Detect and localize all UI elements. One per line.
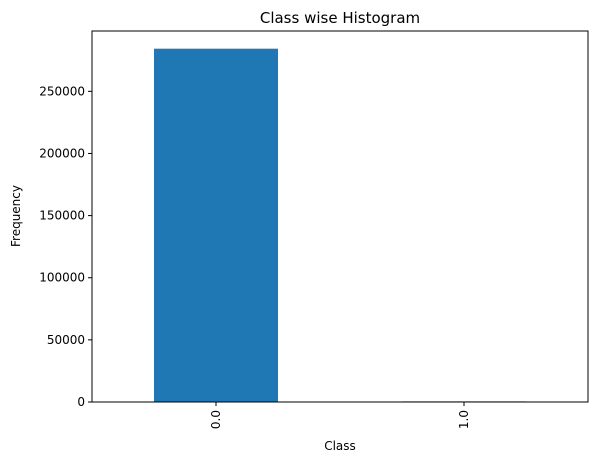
plot-area: 0.0 1.0 0 50000 100000 150000 200000 250000 — [39, 48, 526, 429]
chart-title: Class wise Histogram — [260, 9, 420, 27]
x-tick-label: 0.0 — [209, 410, 223, 429]
y-tick-label: 200000 — [39, 146, 85, 160]
y-tick-label: 100000 — [39, 271, 85, 285]
y-axis-label: Frequency — [9, 185, 23, 247]
plot-frame — [91, 30, 589, 403]
x-tick-label: 1.0 — [457, 410, 471, 429]
x-axis-label: Class — [324, 439, 356, 453]
y-tick-label: 250000 — [39, 84, 85, 98]
y-tick-label: 150000 — [39, 209, 85, 223]
y-tick-label: 50000 — [47, 333, 85, 347]
y-tick-label: 0 — [77, 395, 85, 409]
bar-0.0 — [154, 48, 278, 403]
